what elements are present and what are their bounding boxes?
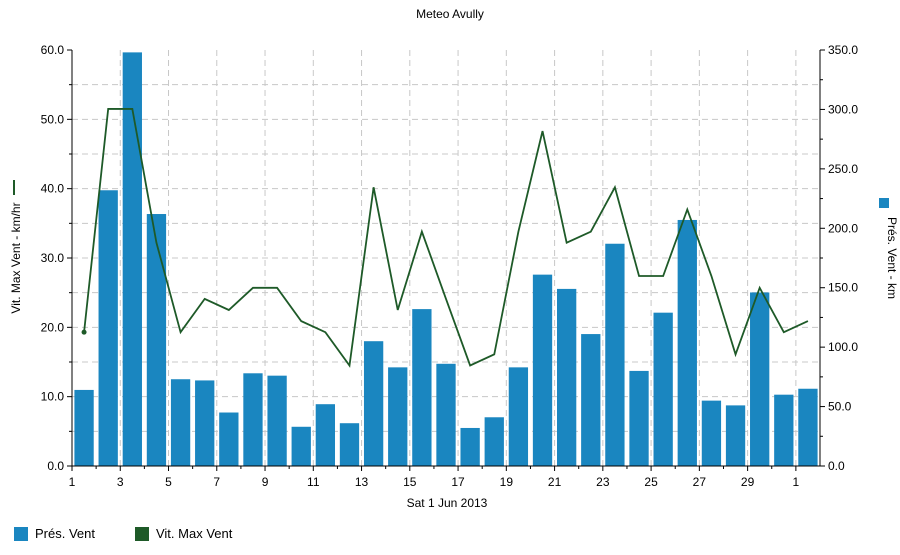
bar bbox=[195, 380, 215, 466]
legend-item-vit-max-vent: Vit. Max Vent bbox=[134, 526, 233, 541]
bar bbox=[605, 243, 625, 466]
legend-label-vit-max-vent: Vit. Max Vent bbox=[155, 526, 233, 541]
line-series bbox=[83, 108, 809, 368]
right-tick-label: 300.0 bbox=[828, 102, 858, 116]
legend: Prés. Vent Vit. Max Vent bbox=[14, 526, 232, 541]
bar bbox=[412, 309, 432, 466]
legend-swatch-bar bbox=[14, 526, 28, 541]
bar bbox=[74, 389, 94, 466]
x-tick-label: 13 bbox=[355, 475, 369, 489]
x-tick-label: 19 bbox=[500, 475, 514, 489]
left-tick-label: 20.0 bbox=[41, 320, 65, 334]
right-tick-label: 100.0 bbox=[828, 340, 858, 354]
bar bbox=[629, 370, 649, 466]
left-axis-label: Vit. Max Vent - km/hr bbox=[9, 202, 23, 313]
chart-title: Meteo Avully bbox=[416, 7, 484, 21]
bar bbox=[532, 274, 553, 466]
x-tick-label: 21 bbox=[548, 475, 562, 489]
x-tick-label: 29 bbox=[741, 475, 755, 489]
bar bbox=[725, 405, 746, 466]
line-series-layer bbox=[81, 108, 809, 368]
right-axis-title-group: Prés. Vent - km bbox=[879, 198, 899, 299]
right-tick-label: 150.0 bbox=[828, 281, 858, 295]
bar bbox=[436, 363, 456, 466]
bar bbox=[484, 417, 504, 466]
bar bbox=[267, 375, 287, 466]
bar bbox=[581, 334, 601, 466]
left-tick-label: 0.0 bbox=[47, 459, 64, 473]
right-axis-label: Prés. Vent - km bbox=[885, 217, 899, 299]
left-tick-label: 40.0 bbox=[41, 182, 65, 196]
legend-swatch-line bbox=[134, 526, 149, 541]
bar bbox=[677, 219, 697, 466]
x-tick-label: 7 bbox=[213, 475, 220, 489]
x-tick-label: 23 bbox=[596, 475, 610, 489]
bar bbox=[556, 288, 577, 466]
x-tick-label: 1 bbox=[69, 475, 76, 489]
bar bbox=[339, 423, 360, 466]
bar bbox=[701, 400, 722, 466]
left-axis-title-group: Vit. Max Vent - km/hr bbox=[9, 180, 23, 314]
bar bbox=[508, 367, 529, 466]
bar bbox=[774, 394, 794, 466]
right-tick-label: 200.0 bbox=[828, 221, 858, 235]
bar bbox=[460, 427, 480, 466]
legend-label-pres-vent: Prés. Vent bbox=[35, 526, 95, 541]
right-tick-label: 250.0 bbox=[828, 162, 858, 176]
bar bbox=[315, 404, 336, 466]
bar bbox=[98, 190, 118, 466]
x-tick-label: 17 bbox=[451, 475, 465, 489]
right-tick-label: 350.0 bbox=[828, 43, 858, 57]
x-axis-label: Sat 1 Jun 2013 bbox=[407, 496, 488, 510]
bar bbox=[122, 52, 142, 467]
bar-series-layer bbox=[74, 52, 818, 467]
bar bbox=[798, 388, 818, 466]
right-tick-label: 50.0 bbox=[828, 400, 852, 414]
left-tick-label: 60.0 bbox=[41, 43, 65, 57]
bar bbox=[146, 214, 167, 466]
bar bbox=[653, 312, 673, 466]
x-tick-label: 15 bbox=[403, 475, 417, 489]
x-tick-label: 9 bbox=[262, 475, 269, 489]
left-tick-label: 10.0 bbox=[41, 390, 65, 404]
x-tick-label: 11 bbox=[307, 475, 320, 489]
bar bbox=[750, 292, 770, 466]
right-axis-series-marker bbox=[879, 198, 889, 208]
bar bbox=[219, 412, 239, 466]
x-tick-label: 3 bbox=[117, 475, 124, 489]
bar bbox=[388, 367, 408, 466]
line-point bbox=[81, 329, 87, 335]
bar bbox=[243, 373, 263, 466]
x-tick-label: 5 bbox=[165, 475, 172, 489]
bar bbox=[363, 341, 384, 466]
bar bbox=[291, 426, 311, 466]
bar bbox=[170, 379, 191, 466]
x-tick-label: 25 bbox=[644, 475, 658, 489]
left-tick-label: 30.0 bbox=[41, 251, 65, 265]
legend-item-pres-vent: Prés. Vent bbox=[14, 526, 95, 541]
x-tick-label: 27 bbox=[693, 475, 707, 489]
left-tick-label: 50.0 bbox=[41, 112, 65, 126]
right-tick-label: 0.0 bbox=[828, 459, 845, 473]
axes: 0.0 10.0 20.0 30.0 40.0 50.0 60.0 0.0 50.0 100.0 1… bbox=[41, 43, 859, 489]
x-tick-label: 1 bbox=[793, 475, 800, 489]
